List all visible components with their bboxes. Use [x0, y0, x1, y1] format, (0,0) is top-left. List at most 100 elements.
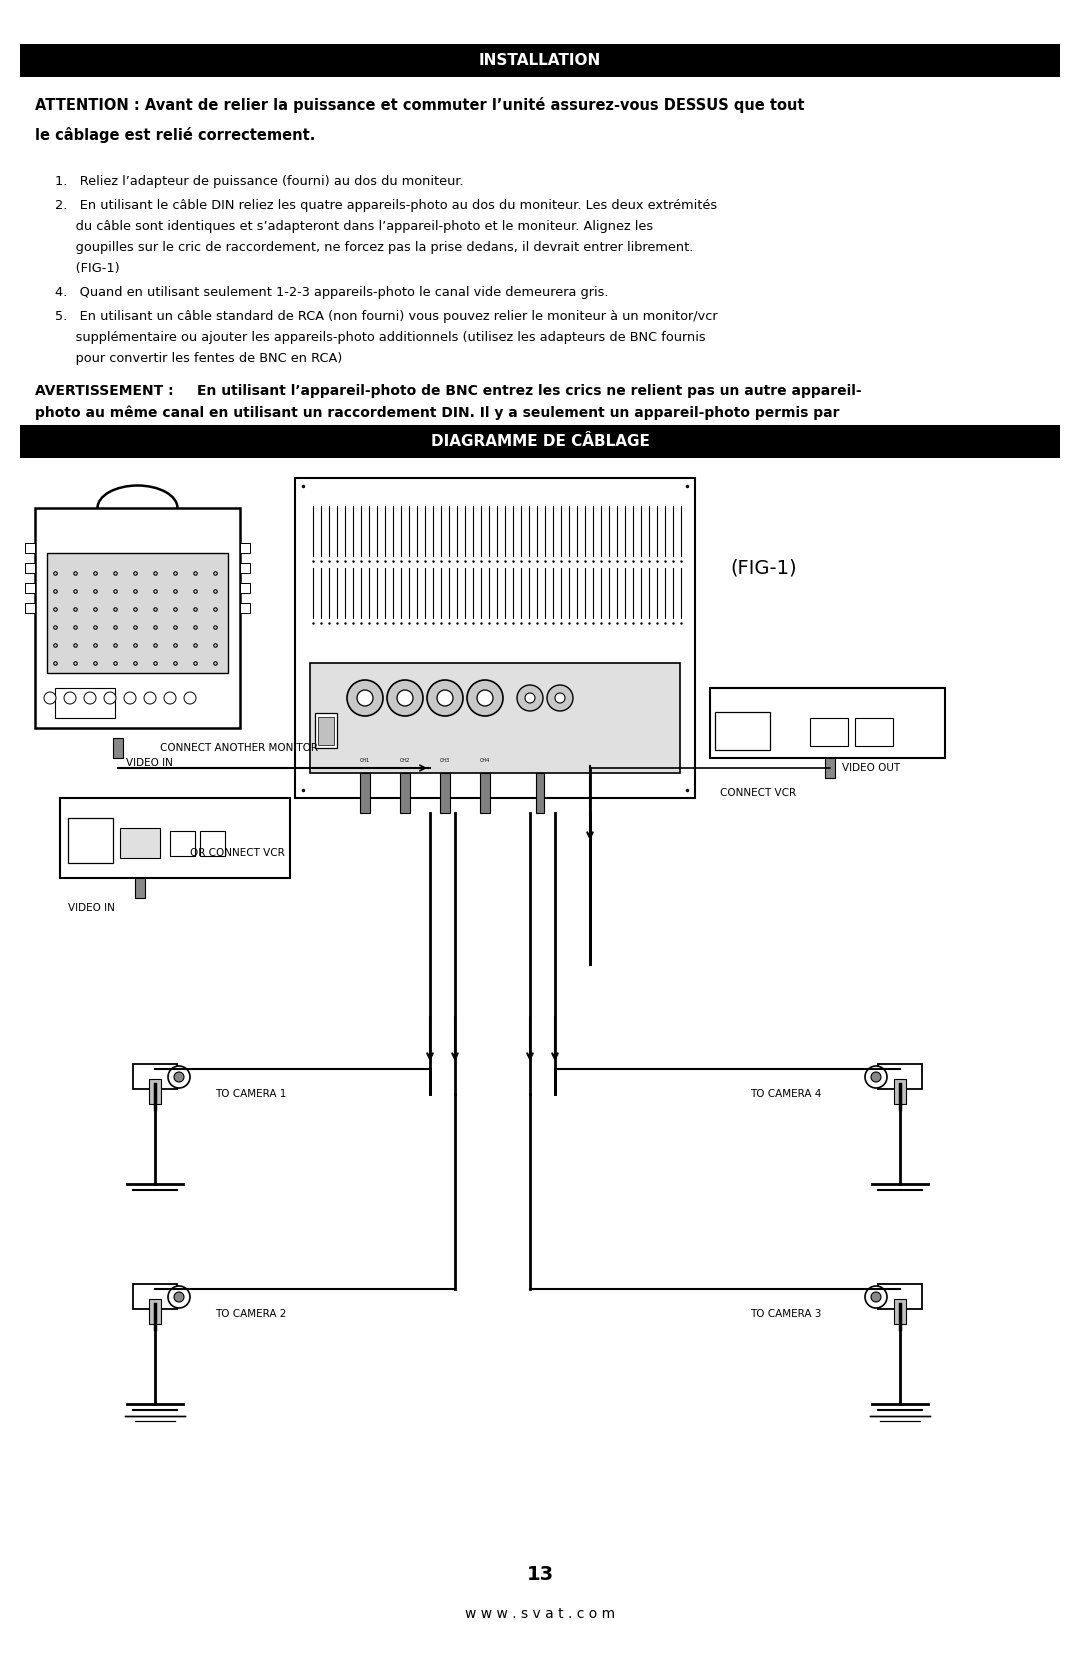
Text: CH3: CH3 [440, 758, 450, 763]
Text: TO CAMERA 1: TO CAMERA 1 [215, 1088, 286, 1098]
Bar [480, 773, 490, 813]
Text: le câblage est relié correctement.: le câblage est relié correctement. [35, 127, 315, 144]
Bar [825, 758, 835, 778]
Circle shape [427, 679, 463, 716]
Bar [400, 773, 410, 813]
Bar [310, 663, 680, 773]
Text: 5.   En utilisant un câble standard de RCA (non fourni) vous pouvez relier le mo: 5. En utilisant un câble standard de RCA… [55, 310, 717, 324]
Circle shape [84, 693, 96, 704]
Text: VIDEO IN: VIDEO IN [125, 758, 173, 768]
Circle shape [174, 1292, 184, 1302]
Bar [360, 773, 370, 813]
Circle shape [168, 1287, 190, 1308]
Circle shape [387, 679, 423, 716]
Bar [133, 1065, 177, 1088]
Circle shape [164, 693, 176, 704]
Text: (FIG-1): (FIG-1) [730, 557, 797, 577]
Circle shape [64, 693, 76, 704]
Text: 13: 13 [526, 1564, 554, 1584]
Text: CH1: CH1 [360, 758, 370, 763]
Text: 1.   Reliez l’adapteur de puissance (fourni) au dos du moniteur.: 1. Reliez l’adapteur de puissance (fourn… [55, 175, 463, 189]
Text: AVERTISSEMENT :: AVERTISSEMENT : [35, 384, 178, 397]
Circle shape [517, 684, 543, 711]
Bar [170, 831, 195, 856]
Circle shape [168, 1066, 190, 1088]
Circle shape [546, 684, 573, 711]
Bar [536, 773, 544, 813]
Text: pour convertir les fentes de BNC en RCA): pour convertir les fentes de BNC en RCA) [55, 352, 342, 366]
Bar [878, 1283, 922, 1308]
Text: supplémentaire ou ajouter les appareils-photo additionnels (utilisez les adapteu: supplémentaire ou ajouter les appareils-… [55, 330, 705, 344]
Bar [112, 738, 122, 758]
Text: canal.: canal. [35, 427, 82, 442]
Bar [135, 878, 145, 898]
Bar [48, 552, 228, 673]
Bar [715, 713, 770, 749]
Bar [68, 818, 113, 863]
Bar [149, 1078, 161, 1103]
Bar [240, 542, 249, 552]
Text: En utilisant l’appareil-photo de BNC entrez les crics ne relient pas un autre ap: En utilisant l’appareil-photo de BNC ent… [197, 384, 862, 397]
Text: TO CAMERA 3: TO CAMERA 3 [750, 1308, 822, 1319]
Bar [440, 773, 450, 813]
Text: TO CAMERA 2: TO CAMERA 2 [215, 1308, 286, 1319]
Bar [240, 582, 249, 592]
Text: VIDEO OUT: VIDEO OUT [842, 763, 900, 773]
Bar [315, 713, 337, 748]
Bar [60, 798, 291, 878]
Circle shape [437, 689, 453, 706]
Circle shape [174, 1071, 184, 1082]
Text: CH2: CH2 [400, 758, 410, 763]
Circle shape [870, 1292, 881, 1302]
Bar [133, 1283, 177, 1308]
Text: INSTALLATION: INSTALLATION [478, 53, 602, 68]
Bar [295, 477, 696, 798]
Circle shape [865, 1066, 887, 1088]
Bar [25, 542, 35, 552]
Circle shape [144, 693, 156, 704]
Text: w w w . s v a t . c o m: w w w . s v a t . c o m [464, 1607, 616, 1621]
Text: (FIG-1): (FIG-1) [55, 262, 120, 275]
Text: CONNECT VCR: CONNECT VCR [720, 788, 796, 798]
Bar [25, 603, 35, 613]
Bar [149, 1298, 161, 1324]
Text: DIAGRAMME DE CÂBLAGE: DIAGRAMME DE CÂBLAGE [431, 434, 649, 449]
Circle shape [104, 693, 116, 704]
Bar [318, 718, 334, 744]
Circle shape [44, 693, 56, 704]
Text: OR CONNECT VCR: OR CONNECT VCR [190, 848, 285, 858]
Circle shape [124, 693, 136, 704]
Circle shape [357, 689, 373, 706]
Bar [894, 1298, 906, 1324]
Bar [200, 831, 225, 856]
Bar [240, 603, 249, 613]
Text: du câble sont identiques et s’adapteront dans l’appareil-photo et le moniteur. A: du câble sont identiques et s’adapteront… [55, 220, 653, 234]
Text: VIDEO IN: VIDEO IN [68, 903, 114, 913]
Bar [21, 426, 1059, 457]
Text: CONNECT ANOTHER MONITOR: CONNECT ANOTHER MONITOR [160, 743, 318, 753]
Circle shape [477, 689, 492, 706]
Text: ATTENTION : Avant de relier la puissance et commuter l’unité assurez-vous DESSUS: ATTENTION : Avant de relier la puissance… [35, 97, 805, 113]
Circle shape [347, 679, 383, 716]
Circle shape [870, 1071, 881, 1082]
Circle shape [555, 693, 565, 703]
Bar [35, 507, 240, 728]
Circle shape [397, 689, 413, 706]
Circle shape [467, 679, 503, 716]
Text: goupilles sur le cric de raccordement, ne forcez pas la prise dedans, il devrait: goupilles sur le cric de raccordement, n… [55, 240, 693, 254]
Text: 2.   En utilisant le câble DIN reliez les quatre appareils-photo au dos du monit: 2. En utilisant le câble DIN reliez les … [55, 199, 717, 212]
Text: TO CAMERA 4: TO CAMERA 4 [750, 1088, 822, 1098]
Bar [710, 688, 945, 758]
Bar [878, 1065, 922, 1088]
Bar [55, 688, 114, 718]
Bar [120, 828, 160, 858]
Circle shape [525, 693, 535, 703]
Bar [21, 43, 1059, 77]
Circle shape [865, 1287, 887, 1308]
Bar [810, 718, 848, 746]
Bar [894, 1078, 906, 1103]
Bar [240, 562, 249, 572]
Bar [25, 582, 35, 592]
Text: 4.   Quand en utilisant seulement 1-2-3 appareils-photo le canal vide demeurera : 4. Quand en utilisant seulement 1-2-3 ap… [55, 285, 608, 299]
Text: CH4: CH4 [480, 758, 490, 763]
